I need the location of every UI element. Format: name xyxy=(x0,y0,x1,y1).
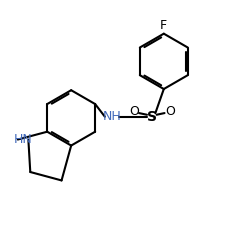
Text: O: O xyxy=(165,105,175,118)
Text: HN: HN xyxy=(14,133,33,146)
Text: S: S xyxy=(147,110,157,124)
Text: F: F xyxy=(160,19,167,32)
Text: NH: NH xyxy=(103,110,121,123)
Text: O: O xyxy=(129,105,139,118)
